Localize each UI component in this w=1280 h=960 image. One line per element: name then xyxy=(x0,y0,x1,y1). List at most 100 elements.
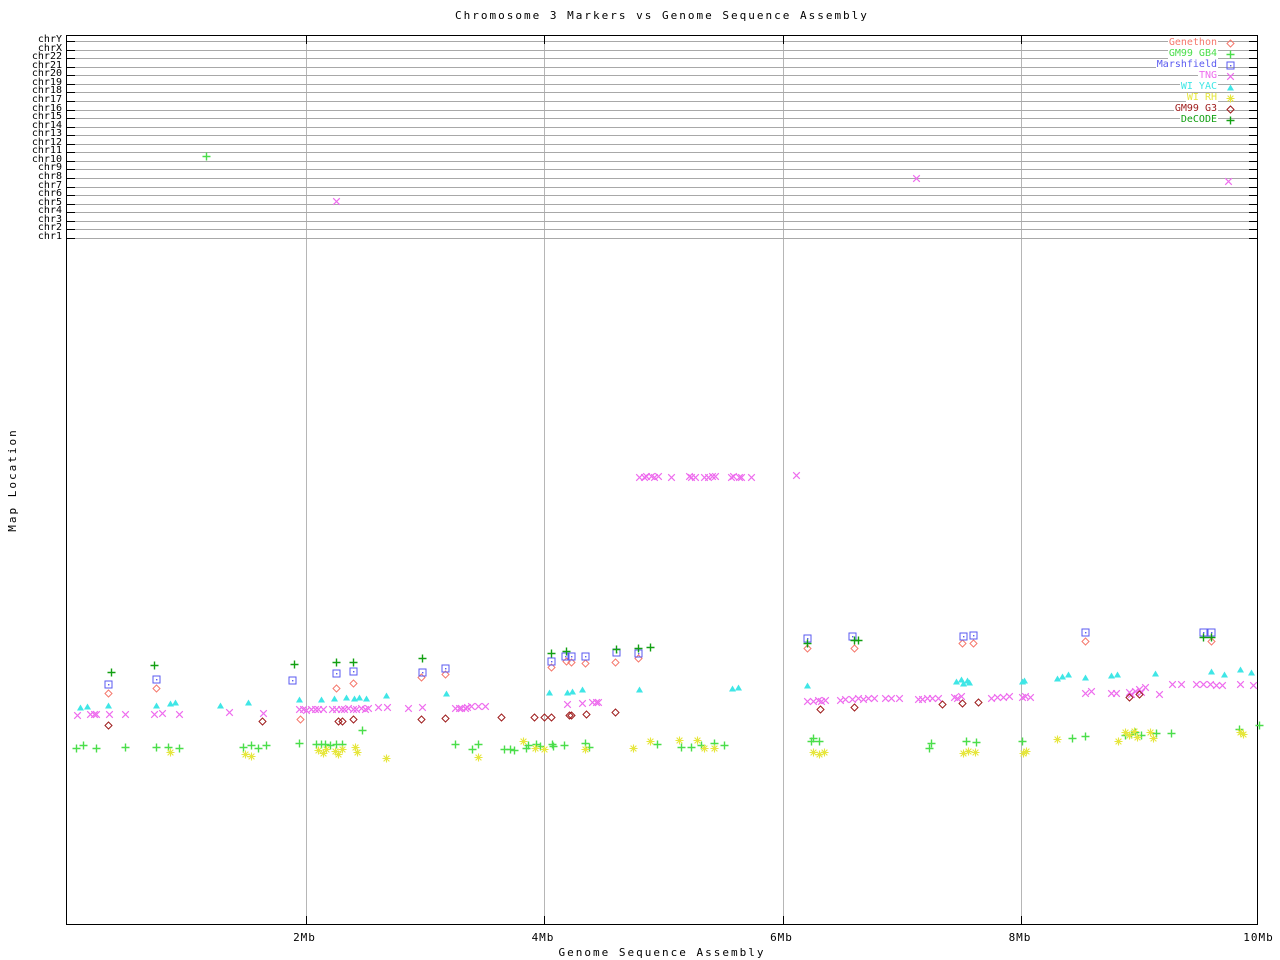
x-tick-label: 2Mb xyxy=(293,931,316,944)
point-wi-yac xyxy=(966,679,974,685)
point-wi-yac xyxy=(383,692,391,698)
point-tng xyxy=(158,709,167,717)
chr-tick-right xyxy=(1249,109,1257,111)
point-tng xyxy=(870,694,879,702)
chr-tick-left xyxy=(67,100,75,102)
chr-tick-left xyxy=(67,152,75,154)
x-tick-top xyxy=(1021,36,1022,44)
point-gm99-gb4 xyxy=(1254,720,1265,730)
point-wi-rh xyxy=(700,743,710,753)
point-wi-yac xyxy=(578,686,586,692)
point-wi-yac xyxy=(804,682,812,688)
legend-label: TNG xyxy=(1197,70,1218,81)
point-gm99-gb4 xyxy=(1067,733,1077,743)
point-tng xyxy=(667,473,676,481)
legend-label: GM99 GB4 xyxy=(1167,48,1218,59)
point-gm99-g3 xyxy=(338,717,347,725)
point-tng xyxy=(895,694,904,702)
point-gm99-gb4 xyxy=(509,745,519,755)
point-gm99-g3 xyxy=(441,714,450,722)
chr-line-chr15 xyxy=(67,118,1257,120)
point-gm99-g3 xyxy=(530,713,539,721)
chr-line-chr22 xyxy=(67,58,1257,60)
x-tick-label: 4Mb xyxy=(531,931,555,944)
chr-tick-left xyxy=(67,118,75,120)
point-tng xyxy=(1224,177,1233,185)
chr-tick-left xyxy=(67,203,75,205)
point-wi-rh xyxy=(628,743,638,753)
chr-label-chr15: chr15 xyxy=(31,111,62,123)
point-tng xyxy=(73,711,82,719)
point-wi-yac xyxy=(330,695,338,701)
point-tng xyxy=(1087,687,1096,695)
point-decode xyxy=(149,660,159,670)
point-gm99-gb4 xyxy=(201,151,212,161)
point-decode xyxy=(1207,632,1217,642)
point-wi-rh xyxy=(971,747,981,757)
chr-line-chr18 xyxy=(67,92,1257,94)
legend-item-tng: TNG xyxy=(1197,70,1235,81)
chr-label-chr14: chr14 xyxy=(31,119,62,131)
point-tng xyxy=(912,174,920,182)
legend-label: Genethon xyxy=(1167,37,1218,48)
point-wi-yac xyxy=(105,702,113,708)
point-tng xyxy=(1236,680,1245,688)
point-tng xyxy=(374,703,383,711)
point-tng xyxy=(1155,690,1164,698)
x-tick-bottom xyxy=(305,916,307,924)
point-gm99-g3 xyxy=(938,700,947,708)
point-genethon xyxy=(611,658,620,666)
plot-area: Genethon GM99 GB4 Marshfield TNG WI YAC WI RH… xyxy=(66,35,1265,925)
chr-tick-left xyxy=(67,41,75,42)
point-gm99-gb4 xyxy=(926,738,937,748)
chr-tick-left xyxy=(67,178,75,180)
point-wi-yac xyxy=(172,699,180,705)
chr-line-chr1 xyxy=(67,237,1257,239)
chr-tick-right xyxy=(1249,49,1257,51)
point-marshfield xyxy=(418,668,427,676)
chr-line-chr6 xyxy=(67,195,1257,197)
chr-tick-left xyxy=(67,75,75,77)
point-gm99-gb4 xyxy=(972,737,982,747)
chr-tick-left xyxy=(67,126,75,128)
point-tng xyxy=(821,696,830,704)
point-decode xyxy=(612,644,622,654)
point-tng xyxy=(383,703,392,711)
gridline-4Mb xyxy=(544,36,545,924)
point-gm99-gb4 xyxy=(1017,736,1027,746)
point-tng xyxy=(1112,689,1121,697)
chr-label-chr8: chr8 xyxy=(37,171,62,183)
point-gm99-gb4 xyxy=(151,742,162,752)
point-tng xyxy=(691,473,700,481)
chr-tick-left xyxy=(67,92,75,94)
chr-tick-left xyxy=(67,109,75,111)
x-tick-bottom xyxy=(544,916,545,924)
point-wi-rh xyxy=(247,751,257,761)
chr-label-chr2: chr2 xyxy=(37,222,62,234)
point-tng xyxy=(738,473,746,481)
point-gm99-gb4 xyxy=(174,743,184,753)
point-marshfield xyxy=(288,676,297,684)
chr-label-chr22: chr22 xyxy=(31,51,62,63)
point-tng xyxy=(364,704,373,712)
chr-label-chr3: chr3 xyxy=(37,213,62,225)
point-wi-rh xyxy=(1022,746,1032,756)
point-gm99-gb4 xyxy=(548,741,559,751)
point-marshfield xyxy=(547,657,556,665)
point-wi-yac xyxy=(1081,674,1089,680)
point-genethon xyxy=(850,644,859,652)
chr-tick-right xyxy=(1249,75,1257,77)
point-tng xyxy=(578,699,587,707)
point-wi-rh xyxy=(1114,736,1124,746)
point-tng xyxy=(1178,680,1186,688)
chr-label-chr16: chr16 xyxy=(31,102,62,114)
point-wi-rh xyxy=(519,736,529,746)
point-tng xyxy=(92,710,101,718)
point-gm99-gb4 xyxy=(451,739,461,749)
point-gm99-gb4 xyxy=(1166,728,1176,738)
legend-item-wi-rh: WI RH xyxy=(1185,93,1236,103)
chr-label-chr19: chr19 xyxy=(31,76,62,88)
point-gm99-gb4 xyxy=(92,743,102,753)
chr-tick-left xyxy=(67,220,75,222)
